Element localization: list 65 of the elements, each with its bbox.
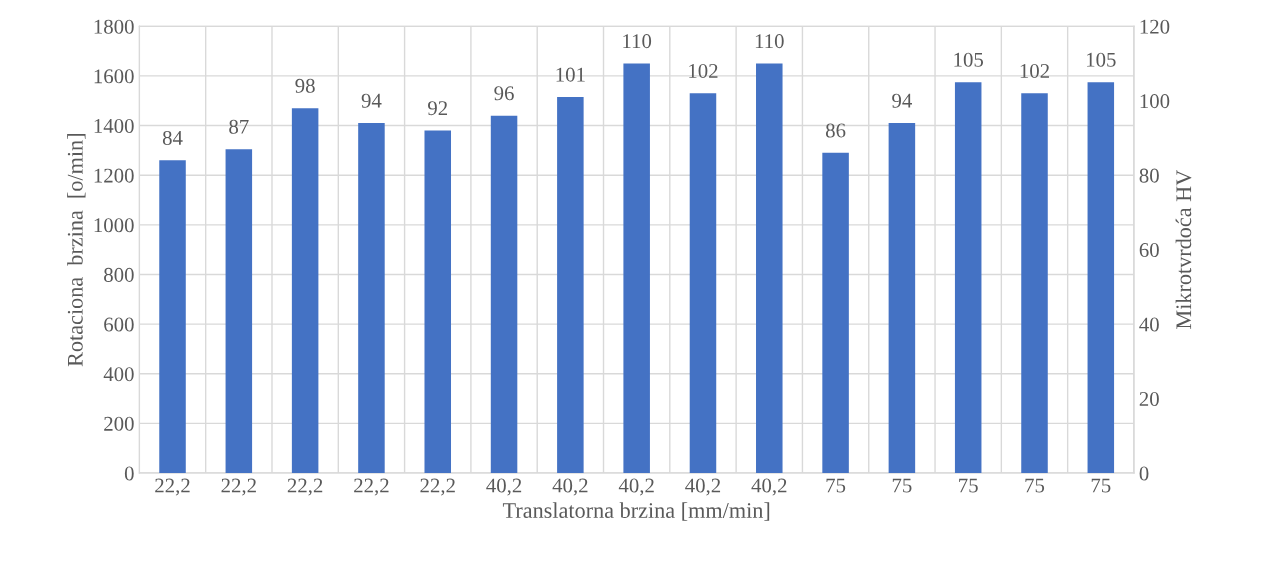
bar [888,123,916,474]
y2-tick-label: 40 [1139,317,1159,332]
y-tick-label: 1000 [94,218,134,233]
y-tick-label: 600 [104,317,134,332]
data-label: 101 [556,67,585,82]
x-tick-label: 75 [826,478,846,493]
y-tick-label: 400 [103,367,134,382]
x-tick-label: 40,2 [751,478,787,496]
x-tick-label: 75 [892,478,912,493]
data-label: 87 [229,119,249,134]
x-tick-label: 40,2 [552,478,588,496]
x-tick-label: 75 [1091,478,1111,493]
y2-axis-title: Mikrotvrdoća HV [1175,169,1192,329]
x-tick-label: 40,2 [618,478,654,496]
x-tick-label: 22,2 [354,478,389,496]
y2-tick-label: 0 [1139,466,1149,481]
bar [756,63,783,474]
y-tick-label: 1800 [94,19,134,34]
y-tick-label: 0 [124,466,134,481]
bar [822,152,849,474]
x-tick-label: 40,2 [486,478,522,496]
bar [623,63,650,474]
bar [358,123,385,474]
y-tick-label: 1400 [94,118,134,133]
bar [490,115,518,474]
bar [291,108,319,474]
y2-tick-label: 120 [1140,19,1170,34]
y2-tick-label: 20 [1139,391,1159,407]
data-label: 105 [954,52,984,67]
data-label: 110 [755,34,784,49]
bar [1021,93,1048,474]
y-axis-title: Rotaciona brzina [o/min] [67,134,86,367]
y-tick-label: 1200 [94,168,134,183]
y2-tick-label: 60 [1139,243,1159,258]
x-axis-title: Translatorna brzina [mm/min] [502,502,770,521]
bar [159,160,186,474]
x-tick-label: 75 [959,478,978,493]
data-label: 86 [825,123,846,138]
x-tick-label: 22,2 [155,478,190,496]
bar [1087,82,1115,474]
data-label: 102 [1020,63,1049,78]
y-tick-label: 800 [104,267,134,282]
bar [954,82,982,474]
data-label: 102 [689,63,718,78]
y-tick-label: 1600 [94,69,134,84]
data-label: 96 [494,86,514,101]
data-label: 98 [295,78,315,93]
data-label: 110 [623,34,652,49]
data-label: 84 [162,130,183,145]
y-tick-label: 200 [104,416,134,431]
x-tick-label: 40,2 [685,478,721,496]
bar [424,130,452,474]
data-label: 92 [428,101,448,116]
bar [689,93,717,474]
data-label: 94 [892,93,912,108]
x-tick-label: 22,2 [420,478,455,496]
bar [225,149,253,474]
data-label: 94 [361,93,382,108]
x-tick-label: 22,2 [221,478,256,496]
y2-tick-label: 100 [1140,94,1170,109]
x-tick-label: 22,2 [287,478,323,496]
data-label: 105 [1087,52,1116,67]
y2-tick-label: 80 [1139,168,1159,183]
bar [557,97,584,474]
x-tick-label: 75 [1025,478,1045,493]
